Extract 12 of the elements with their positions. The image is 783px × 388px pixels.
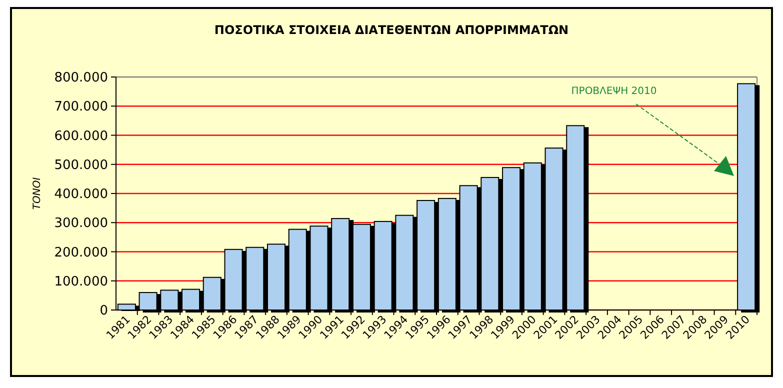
y-tick-label: 200.000 [54, 245, 108, 260]
y-tick-label: 0 [100, 304, 108, 319]
y-tick-label: 800.000 [54, 70, 108, 86]
annotation: ΠΡΟΒΛΕΨΗ 2010 [571, 86, 657, 97]
y-tick-label: 700.000 [54, 100, 108, 115]
y-axis-title: ΤΟΝΟΙ [32, 177, 43, 210]
y-tick-label: 600.000 [54, 128, 108, 144]
chart-title: ΠΟΣΟΤΙΚΑ ΣΤΟΙΧΕΙΑ ΔΙΑΤΕΘΕΝΤΩΝ ΑΠΟΡΡΙΜΜΑΤΩΝ [214, 23, 569, 37]
y-tick-label: 500.000 [54, 158, 108, 173]
y-tick-label: 300.000 [54, 216, 108, 232]
y-tick-label: 400.000 [54, 187, 108, 202]
y-tick-label: 100.000 [54, 274, 108, 290]
